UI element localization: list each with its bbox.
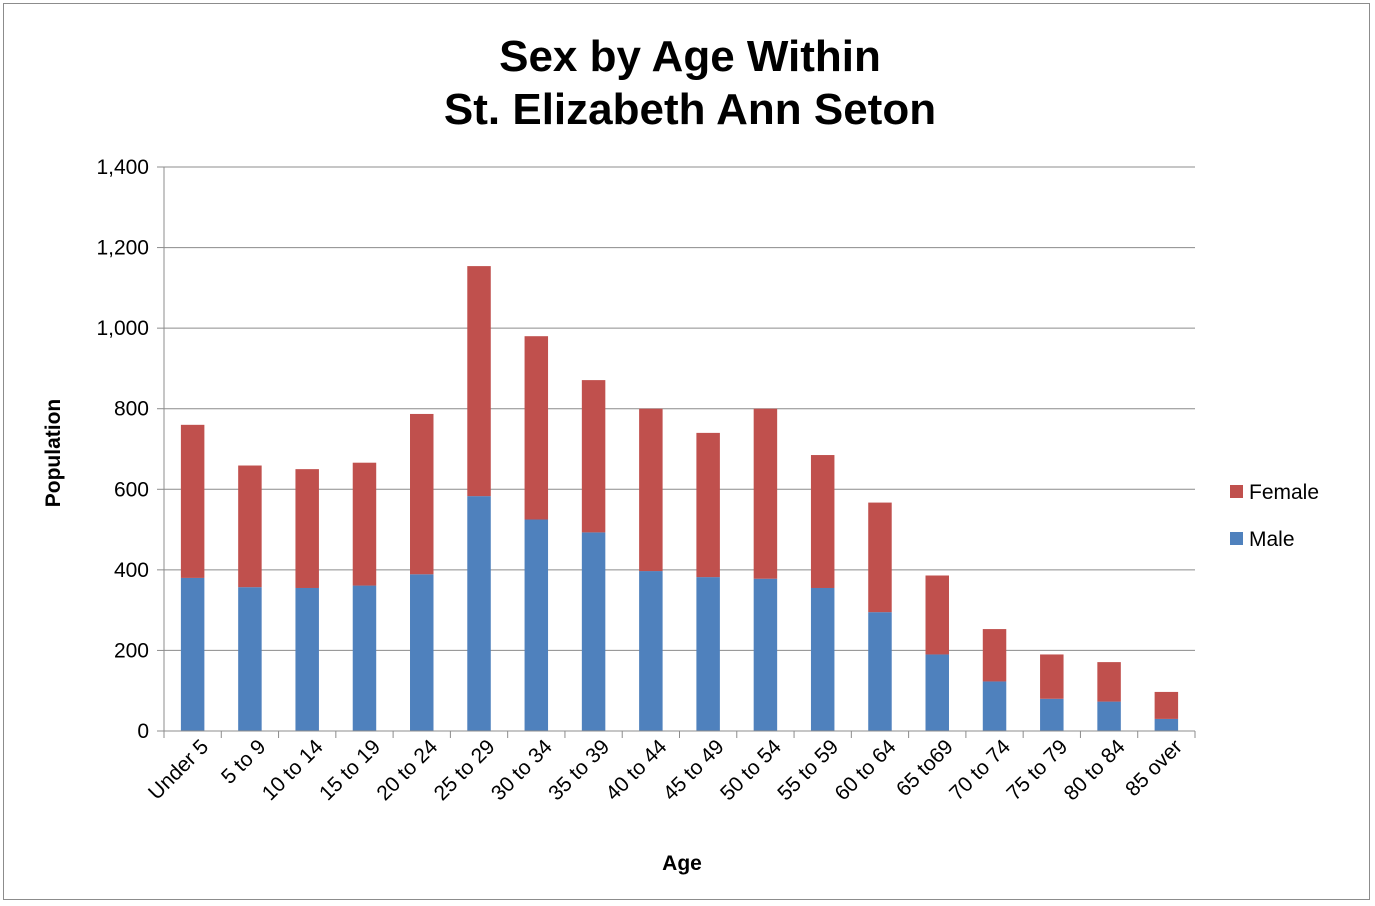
x-tick-label: 40 to 44 [601,735,671,805]
bar-male [982,681,1007,731]
x-tick-label: 35 to 39 [544,735,614,805]
y-tick-label: 0 [137,720,149,743]
x-tick-label: 25 to 29 [430,735,500,805]
x-axis-title: Age [662,852,702,875]
bar-male [868,612,892,731]
bar-female [1097,662,1121,702]
bar-male [1154,718,1179,731]
x-tick-label: 10 to 14 [258,735,328,805]
bar-female [810,455,835,588]
bar-female [180,424,205,578]
axes [157,166,1196,738]
bar-male [467,496,491,731]
bar-female [1040,654,1064,699]
bar-male [581,532,606,731]
bar-female [467,266,491,497]
x-tick-label: 75 to 79 [1002,735,1072,805]
legend-label-male: Male [1249,528,1295,551]
x-tick-label: 80 to 84 [1060,735,1130,805]
x-tick-label: 85 over [1121,735,1187,801]
gridlines [164,166,1195,651]
bar-female [868,502,892,613]
bar-male [295,587,319,731]
chart-frame: Sex by Age Within St. Elizabeth Ann Seto… [3,3,1370,900]
bar-female [982,629,1007,682]
stacked-bar-chart: Sex by Age Within St. Elizabeth Ann Seto… [42,32,1319,875]
x-tick-label: 60 to 64 [831,735,901,805]
y-tick-label: 1,400 [96,156,149,179]
chart-title-line-1: Sex by Age Within [499,32,881,81]
y-tick-label: 1,200 [96,237,149,260]
y-tick-label: 400 [114,559,149,582]
bar-male [352,585,377,731]
x-tick-label: 55 to 59 [773,735,843,805]
x-tick-label: 15 to 19 [315,735,385,805]
bar-male [238,587,262,731]
y-tick-label: 200 [114,639,149,662]
x-tick-label: 30 to 34 [487,735,557,805]
bar-female [581,380,606,533]
bar-male [925,654,949,731]
bar-male [810,587,835,731]
bar-female [639,408,663,572]
bar-female [410,413,434,575]
x-tick-label: Under 5 [144,735,213,804]
legend-swatch-female [1230,485,1243,498]
y-tick-label: 1,000 [96,317,149,340]
x-tick-label: 20 to 24 [372,735,442,805]
bar-female [1154,691,1179,719]
legend-label-female: Female [1249,481,1319,504]
x-tick-label: 45 to 49 [659,735,729,805]
bar-male [1040,698,1064,731]
x-tick-label: 70 to 74 [945,735,1015,805]
bar-female [524,336,549,520]
bar-male [639,571,663,731]
y-tick-label: 800 [114,398,149,421]
bars [180,266,1179,731]
bar-female [753,408,778,579]
bar-female [925,575,949,655]
bar-male [753,578,778,731]
y-tick-label: 600 [114,478,149,501]
x-tick-label: 50 to 54 [716,735,786,805]
bar-female [238,465,262,588]
legend: Female Male [1230,481,1319,551]
y-axis-title: Population [42,399,65,508]
bar-male [410,574,434,731]
bar-male [696,577,720,731]
bar-male [524,519,549,731]
bar-male [1097,701,1121,731]
chart-title-line-2: St. Elizabeth Ann Seton [444,85,936,134]
x-tick-label: 5 to 9 [217,735,270,788]
bar-female [696,432,720,578]
legend-swatch-male [1230,532,1243,545]
bar-female [295,469,319,588]
bar-male [180,577,205,731]
bar-female [352,462,377,586]
